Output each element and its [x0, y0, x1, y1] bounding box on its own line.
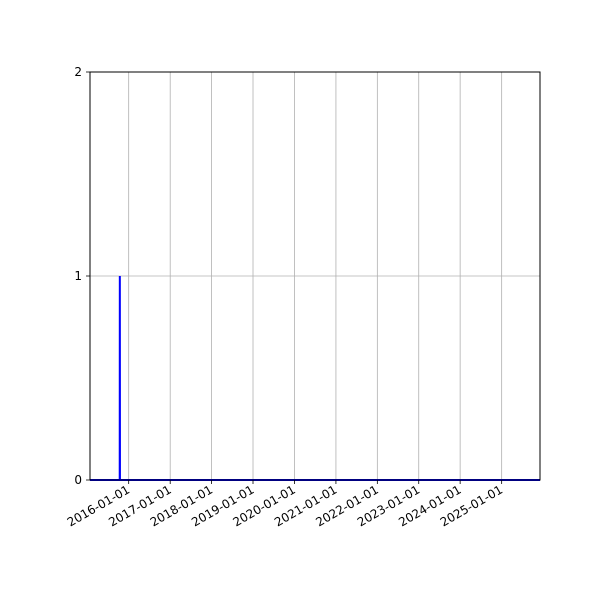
- y-tick-label: 1: [74, 269, 82, 283]
- series-layer: [90, 275, 540, 481]
- y-tick-label: 2: [74, 65, 82, 79]
- series-line-0: [90, 275, 540, 481]
- y-tick-label: 0: [74, 473, 82, 487]
- grid: [90, 71, 540, 481]
- x-axis: 2016-01-012017-01-012018-01-012019-01-01…: [65, 480, 505, 529]
- y-axis: 0 1 2: [74, 65, 90, 487]
